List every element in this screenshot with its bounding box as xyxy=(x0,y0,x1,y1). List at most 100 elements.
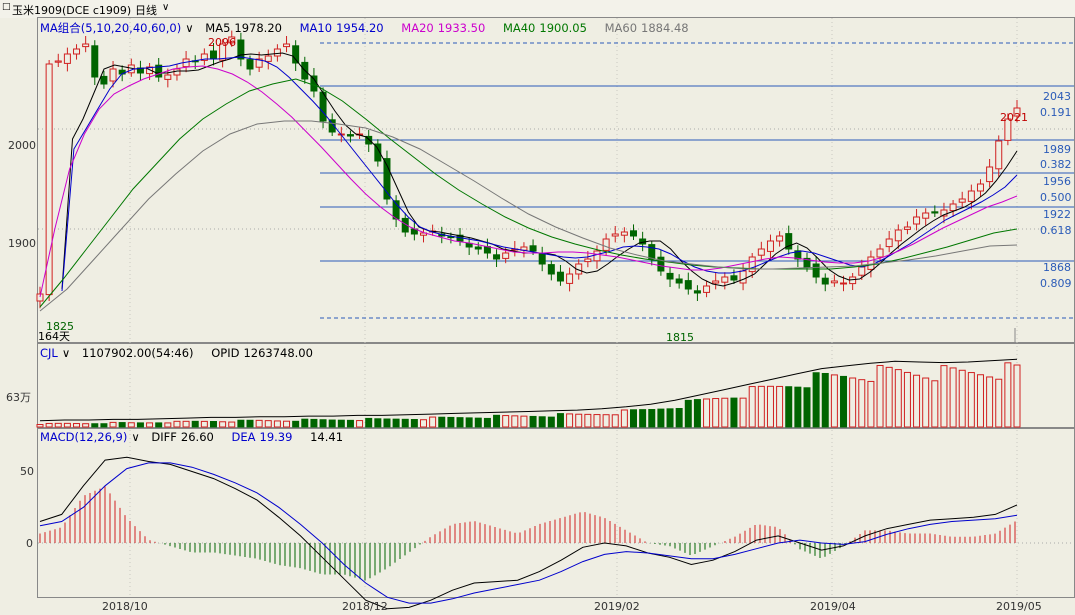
macd-dea-line xyxy=(39,462,1018,604)
volume-bar xyxy=(36,424,44,428)
volume-bar xyxy=(976,374,984,428)
volume-bar xyxy=(127,422,135,428)
ma5-legend: MA5 1978.20 xyxy=(205,21,282,35)
candle-body xyxy=(757,248,765,256)
volume-bar xyxy=(648,409,656,428)
candle-body xyxy=(630,230,638,237)
candle-body xyxy=(173,68,181,76)
volume-bar xyxy=(1004,362,1012,428)
volume-bar xyxy=(858,379,866,428)
ma40-line xyxy=(39,78,1018,308)
volume-bar xyxy=(502,415,510,428)
volume-bar xyxy=(620,409,628,428)
candle-body xyxy=(986,166,994,183)
candle-body xyxy=(940,209,948,217)
candle-body xyxy=(1013,107,1021,117)
volume-bar xyxy=(429,416,437,428)
candle-body xyxy=(63,53,71,64)
volume-bar xyxy=(136,422,144,428)
volume-bar xyxy=(392,418,400,428)
candle-body xyxy=(867,256,875,270)
ma60-legend: MA60 1884.48 xyxy=(604,21,689,35)
volume-bar xyxy=(958,369,966,428)
candle-body xyxy=(958,198,966,203)
volume-bar xyxy=(82,423,90,428)
volume-bar xyxy=(611,414,619,428)
volume-bar xyxy=(465,417,473,428)
volume-bar xyxy=(693,399,701,428)
macd-legend: MACD(12,26,9) ∨ DIFF 26.60 DEA 19.39 14.41 xyxy=(40,430,357,444)
volume-bar xyxy=(584,413,592,428)
volume-indicator-name[interactable]: CJL xyxy=(40,346,58,360)
candle-body xyxy=(703,285,711,293)
x-tick-label: 2018/12 xyxy=(342,600,388,613)
candle-body xyxy=(967,190,975,202)
candle-body xyxy=(246,59,254,70)
candle-body xyxy=(200,53,208,61)
ma-indicator-name[interactable]: MA组合(5,10,20,40,60,0) xyxy=(40,21,182,35)
volume-bar xyxy=(410,419,418,428)
volume-bar xyxy=(292,420,300,428)
ma60-line xyxy=(39,120,1018,312)
candle-body xyxy=(748,256,756,273)
fib-ratio-label: 0.500 xyxy=(1040,191,1072,204)
volume-bar xyxy=(967,372,975,428)
ma20-line xyxy=(39,65,1018,298)
candle-body xyxy=(529,245,537,252)
volume-bar xyxy=(931,380,939,428)
window-titlebar: □ 玉米1909(DCE c1909) 日线 ∨ xyxy=(0,0,1075,18)
volume-bar xyxy=(164,422,172,428)
candle-body xyxy=(657,256,665,272)
volume-bars xyxy=(36,358,1021,428)
volume-bar xyxy=(593,414,601,428)
candle-body xyxy=(209,50,217,60)
candle-body xyxy=(383,158,391,200)
volume-bar xyxy=(356,420,364,428)
volume-bar xyxy=(684,399,692,428)
candle-body xyxy=(684,280,692,290)
volume-bar xyxy=(493,414,501,428)
chevron-down-icon[interactable]: ∨ xyxy=(162,2,170,13)
volume-bar xyxy=(721,397,729,428)
volume-bar xyxy=(337,419,345,428)
ma20-legend: MA20 1933.50 xyxy=(401,21,486,35)
panel-borders xyxy=(37,17,1075,598)
volume-bar xyxy=(191,420,199,428)
chevron-down-icon[interactable]: ∨ xyxy=(61,346,71,360)
period-selector[interactable]: 日线 xyxy=(135,4,157,17)
candle-body xyxy=(164,74,172,80)
candle-body xyxy=(474,246,482,250)
chevron-down-icon[interactable]: ∨ xyxy=(131,430,140,444)
candle-body xyxy=(538,253,546,265)
volume-bar xyxy=(374,418,382,428)
candle-body xyxy=(237,39,245,60)
candle-body xyxy=(766,240,774,252)
candle-body xyxy=(328,119,336,133)
volume-bar xyxy=(209,421,217,428)
volume-bar xyxy=(748,386,756,428)
chevron-down-icon[interactable]: ∨ xyxy=(185,21,194,35)
last-high-label: 2021 xyxy=(1000,111,1028,124)
x-tick-label: 2019/02 xyxy=(594,600,640,613)
volume-bar xyxy=(949,367,957,428)
candle-body xyxy=(100,75,108,85)
candle-body xyxy=(109,68,117,82)
fib-price-label: 1922 xyxy=(1043,208,1071,221)
volume-bar xyxy=(776,385,784,428)
ma10-legend: MA10 1954.20 xyxy=(299,21,384,35)
volume-bar xyxy=(630,409,638,428)
volume-bar xyxy=(438,416,446,428)
volume-bar xyxy=(228,421,236,428)
volume-bar xyxy=(45,422,53,428)
fib-price-label: 1868 xyxy=(1043,261,1071,274)
macd-indicator-name[interactable]: MACD(12,26,9) xyxy=(40,430,128,444)
volume-bar xyxy=(703,398,711,428)
volume-bar xyxy=(794,386,802,428)
candle-body xyxy=(730,275,738,281)
fib-labels: 2043 0.191 1989 0.382 1956 0.500 1922 0.… xyxy=(1040,90,1072,290)
candle-body xyxy=(903,226,911,230)
y-tick-label: 2000 xyxy=(8,139,36,152)
volume-bar xyxy=(91,423,99,428)
volume-bar xyxy=(301,418,309,428)
fib-price-label: 1956 xyxy=(1043,175,1071,188)
